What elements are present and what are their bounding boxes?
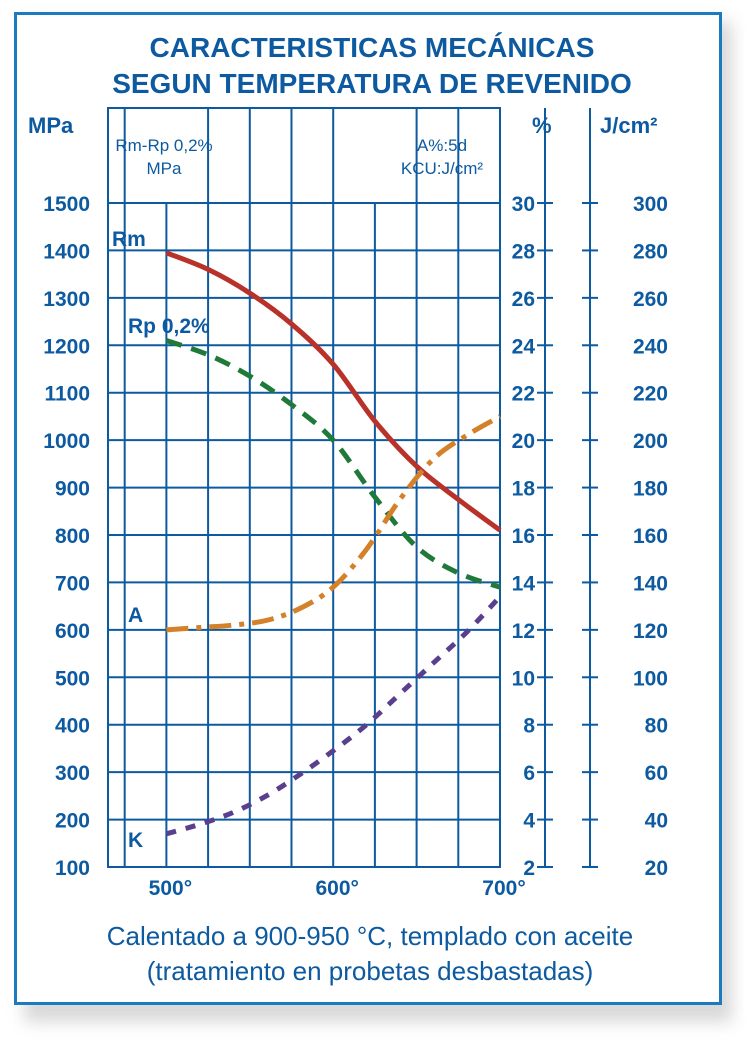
chart-title-line1: CARACTERISTICAS MECÁNICAS [150,32,595,63]
pct-tick-label: 20 [512,430,535,453]
energy-tick-label: 300 [633,193,668,216]
energy-tick-label: 240 [633,335,668,358]
series-line-k [165,594,502,837]
left-tick-label: 1400 [43,240,90,263]
energy-tick-label: 100 [633,667,668,690]
footer-line1: Calentado a 900-950 °C, templado con ace… [107,921,633,951]
series-labels: Rm Rp 0,2% A K [112,228,210,852]
energy-tick-label: 80 [645,715,668,738]
energy-tick-label: 20 [645,857,668,880]
note-left-line2: MPa [147,159,183,178]
axes: 1500 1400 1300 1200 1100 1000 900 800 700 600 500 4… [43,108,668,900]
pct-tick-label: 2 [523,857,535,880]
pct-tick-label: 26 [512,288,535,311]
footer-line2: (tratamiento en probetas desbastadas) [147,956,594,986]
energy-tick-label: 120 [633,620,668,643]
pct-axis-unit: % [532,113,552,138]
energy-tick-label: 180 [633,478,668,501]
left-tick-label: 1200 [43,335,90,358]
energy-tick-label: 40 [645,810,668,833]
energy-axis-unit: J/cm² [600,113,657,138]
x-tick-label: 700° [482,877,525,900]
left-tick-label: 1500 [43,193,90,216]
energy-tick-label: 140 [633,572,668,595]
chart-card [14,12,722,1005]
series-line-rp-0-2- [165,338,501,590]
energy-tick-label: 260 [633,288,668,311]
left-tick-label: 800 [55,525,90,548]
left-tick-label: 300 [55,762,90,785]
x-tick-label: 600° [315,877,358,900]
series-line-a [166,414,502,633]
energy-tick-label: 200 [633,430,668,453]
series-group [165,250,502,837]
pct-tick-label: 8 [523,715,535,738]
energy-tick-label: 160 [633,525,668,548]
left-tick-label: 200 [55,810,90,833]
grid [107,107,501,868]
note-right-line2: KCU:J/cm² [401,159,484,178]
pct-tick-label: 22 [512,383,535,406]
pct-tick-label: 14 [512,572,536,595]
energy-tick-label: 220 [633,383,668,406]
curve-label-rp-0-2-: Rp 0,2% [128,315,210,338]
left-tick-label: 1300 [43,288,90,311]
pct-tick-label: 4 [523,810,535,833]
left-tick-label: 1100 [44,383,90,406]
note-left-line1: Rm-Rp 0,2% [115,136,212,155]
pct-tick-label: 6 [523,762,535,785]
left-tick-label: 700 [55,572,90,595]
pct-tick-label: 18 [512,478,536,501]
curve-label-a: A [128,604,143,627]
left-tick-label: 400 [55,715,90,738]
x-tick-label: 500° [149,877,192,900]
left-tick-label: 500 [55,667,90,690]
note-right-line1: A%:5d [417,136,467,155]
curve-label-k: K [128,829,143,852]
pct-tick-label: 12 [512,620,535,643]
pct-tick-label: 28 [512,240,536,263]
energy-tick-label: 60 [645,762,668,785]
left-tick-label: 100 [55,857,90,880]
left-tick-label: 1000 [43,430,90,453]
energy-tick-label: 280 [633,240,668,263]
pct-tick-label: 10 [512,667,535,690]
curve-label-rm: Rm [112,228,146,251]
chart-title-line2: SEGUN TEMPERATURA DE REVENIDO [112,68,632,99]
pct-tick-label: 16 [512,525,535,548]
left-tick-label: 900 [55,478,90,501]
pct-tick-label: 24 [512,335,536,358]
left-axis-unit: MPa [28,113,74,138]
series-line-rm [165,250,502,533]
left-tick-label: 600 [55,620,90,643]
pct-tick-label: 30 [512,193,535,216]
